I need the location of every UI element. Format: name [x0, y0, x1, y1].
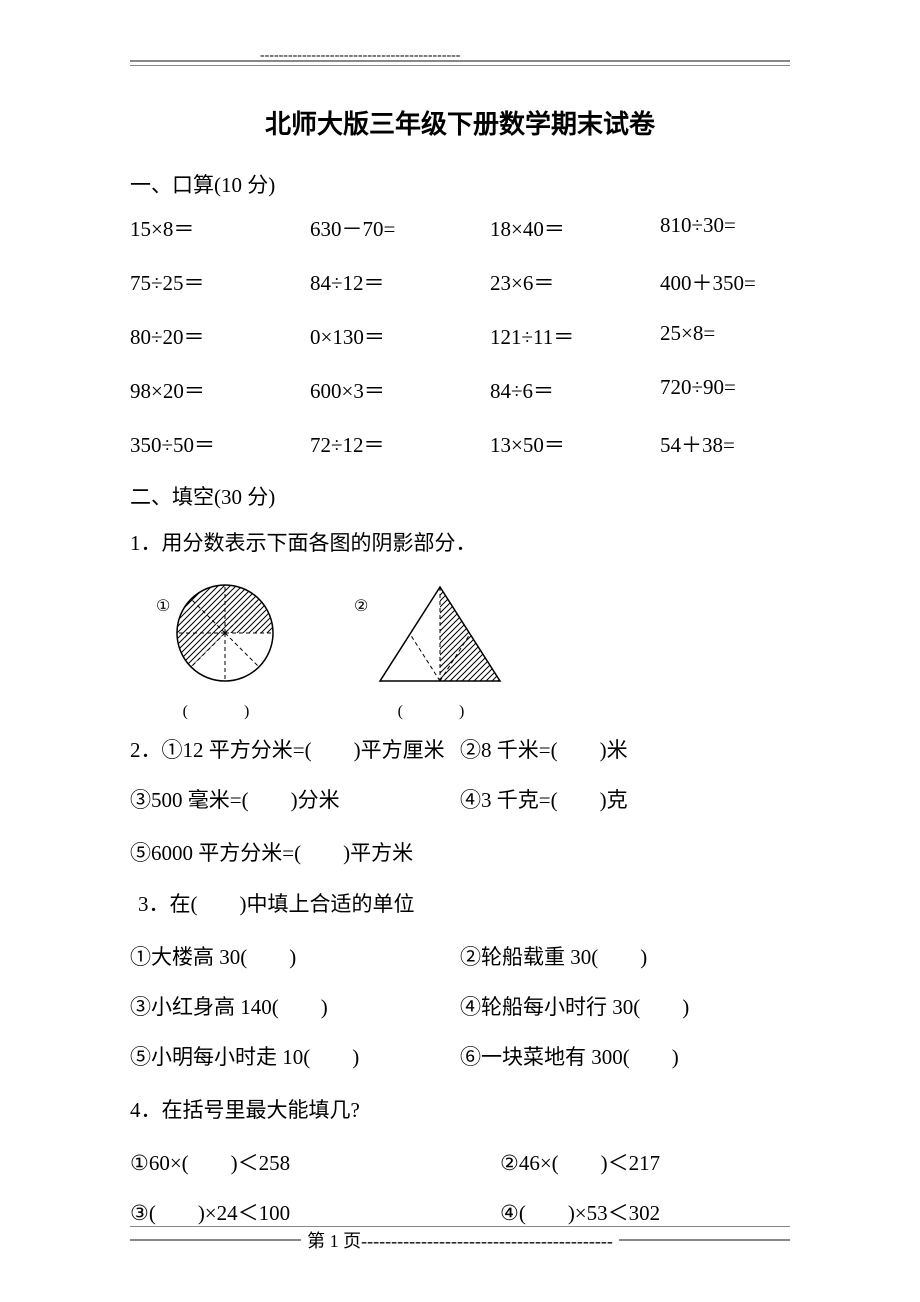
figure-2: ② ( ) — [350, 581, 520, 721]
q4-head: 4．在括号里最大能填几? — [130, 1092, 790, 1130]
calc-cell: 23×6＝ — [490, 267, 660, 297]
q2-row2: ③500 毫米=( )分米 ④3 千克=( )克 — [130, 781, 790, 821]
section-1-heading: 一、口算(10 分) — [130, 169, 790, 199]
q2-b: ②8 千米=( )米 — [460, 731, 790, 771]
figure-1-num: ① — [156, 598, 170, 615]
calc-cell: 0×130＝ — [310, 321, 490, 351]
q4-row1: ①60×( )＜258 ②46×( )＜217 — [130, 1144, 790, 1184]
q3-row3: ⑤小明每小时走 10( ) ⑥一块菜地有 300( ) — [130, 1038, 790, 1078]
q2-d: ④3 千克=( )克 — [460, 781, 790, 821]
footer-page-label: 第 1 页 — [307, 1231, 361, 1251]
q2-row1: 2．①12 平方分米=( )平方厘米 ②8 千米=( )米 — [130, 731, 790, 771]
footer-inner: 第 1 页-----------------------------------… — [130, 1226, 790, 1253]
calc-cell: 72÷12＝ — [310, 429, 490, 459]
mental-math-grid: 15×8＝ 630－70= 18×40＝ 810÷30= 75÷25＝ 84÷1… — [130, 213, 790, 459]
section-2-heading: 二、填空(30 分) — [130, 481, 790, 511]
q1-text: 1．用分数表示下面各图的阴影部分． — [130, 525, 790, 563]
q3-e: ⑤小明每小时走 10( ) — [130, 1038, 460, 1078]
q3-d: ④轮船每小时行 30( ) — [460, 988, 790, 1028]
figure-2-num: ② — [354, 598, 368, 615]
calc-cell: 75÷25＝ — [130, 267, 310, 297]
calc-cell: 80÷20＝ — [130, 321, 310, 351]
q4-b: ②46×( )＜217 — [500, 1144, 790, 1184]
q3-a: ①大楼高 30( ) — [130, 938, 460, 978]
q2-a: 2．①12 平方分米=( )平方厘米 — [130, 731, 460, 771]
calc-cell: 810÷30= — [660, 213, 810, 243]
calc-cell: 18×40＝ — [490, 213, 660, 243]
figure-row: ① — [150, 581, 790, 721]
calc-cell: 121÷11＝ — [490, 321, 660, 351]
q3-c: ③小红身高 140( ) — [130, 988, 460, 1028]
figure-1-blank: ( ) — [150, 697, 290, 721]
q3-row1: ①大楼高 30( ) ②轮船载重 30( ) — [130, 938, 790, 978]
footer-dashes: ----------------------------------------… — [361, 1231, 613, 1251]
page: ----------------------------------------… — [0, 0, 920, 1302]
calc-cell: 84÷12＝ — [310, 267, 490, 297]
page-title: 北师大版三年级下册数学期末试卷 — [130, 104, 790, 141]
q2-c: ③500 毫米=( )分米 — [130, 781, 460, 821]
q3-row2: ③小红身高 140( ) ④轮船每小时行 30( ) — [130, 988, 790, 1028]
calc-cell: 600×3＝ — [310, 375, 490, 405]
calc-cell: 25×8= — [660, 321, 810, 351]
calc-cell: 630－70= — [310, 213, 490, 243]
calc-cell: 15×8＝ — [130, 213, 310, 243]
figure-1: ① — [150, 581, 290, 721]
footer-rule: 第 1 页-----------------------------------… — [130, 1239, 790, 1270]
q2-e: ⑤6000 平方分米=( )平方米 — [130, 835, 790, 873]
q4-a: ①60×( )＜258 — [130, 1144, 500, 1184]
calc-cell: 54＋38= — [660, 429, 810, 459]
calc-cell: 13×50＝ — [490, 429, 660, 459]
figure-2-blank: ( ) — [350, 697, 520, 721]
calc-cell: 400＋350= — [660, 267, 810, 297]
calc-cell: 720÷90= — [660, 375, 810, 405]
footer-page: 第 1 页-----------------------------------… — [301, 1231, 619, 1251]
calc-cell: 84÷6＝ — [490, 375, 660, 405]
calc-cell: 98×20＝ — [130, 375, 310, 405]
q3-f: ⑥一块菜地有 300( ) — [460, 1038, 790, 1078]
calc-cell: 350÷50＝ — [130, 429, 310, 459]
header-rule — [130, 60, 790, 66]
q3-head: 3．在( )中填上合适的单位 — [138, 886, 790, 924]
q3-b: ②轮船载重 30( ) — [460, 938, 790, 978]
